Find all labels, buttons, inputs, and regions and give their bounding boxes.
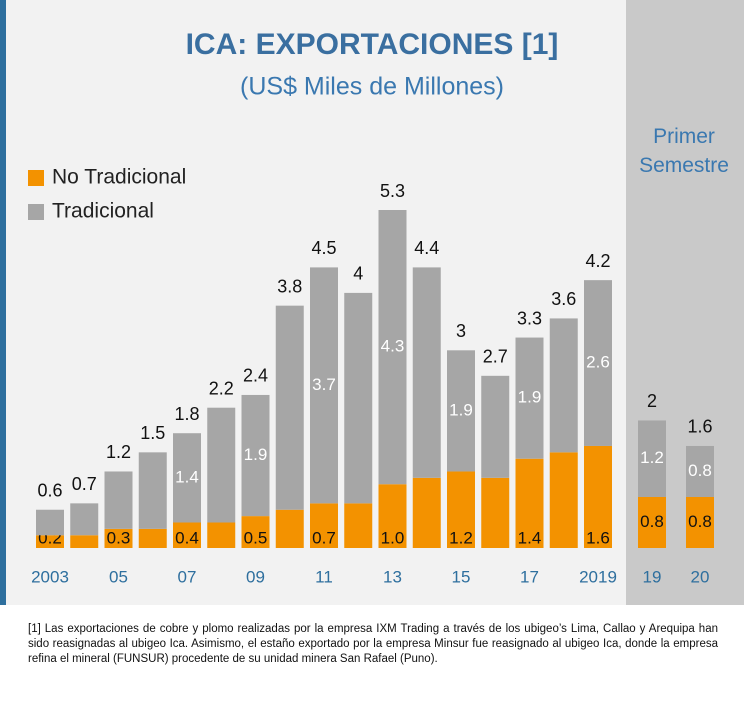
x-tick-label: 2003 [31, 567, 69, 586]
bar-segment [310, 503, 338, 548]
value-label: 1.2 [449, 528, 473, 547]
bar-segment [686, 496, 714, 548]
chart-title: ICA: EXPORTACIONES [1] [186, 28, 559, 61]
total-label: 3.8 [277, 276, 302, 296]
value-label: 0.8 [640, 512, 664, 531]
bar-segment [584, 280, 612, 446]
bar-segment [447, 471, 475, 548]
value-label: 1.2 [640, 448, 664, 467]
total-label: 1.2 [106, 442, 131, 462]
total-label: 2.2 [209, 378, 234, 398]
x-tick-label: 17 [520, 567, 539, 586]
accent-bar [0, 0, 6, 605]
bar-segment [36, 535, 64, 548]
total-label: 3.3 [517, 308, 542, 328]
value-label: 0.7 [312, 528, 336, 547]
bar-segment [310, 267, 338, 504]
total-label: 1.8 [174, 404, 199, 424]
x-tick-label: 05 [109, 567, 128, 586]
total-label: 0.6 [37, 480, 62, 500]
bar-segment [173, 522, 201, 548]
x-tick-label: 11 [315, 567, 333, 586]
total-label: 2 [647, 391, 657, 411]
total-label: 3.6 [551, 289, 576, 309]
bar-segment [549, 452, 578, 548]
value-label: 1.4 [518, 528, 542, 547]
bar-segment [515, 458, 544, 548]
bar-segment [275, 509, 304, 548]
value-label: 1.4 [175, 467, 199, 486]
legend-label: Tradicional [52, 200, 154, 223]
value-label: 0.3 [107, 528, 131, 547]
x-tick-label: 13 [383, 567, 402, 586]
value-label: 0.4 [175, 528, 199, 547]
bar-segment [378, 484, 407, 548]
x-tick-label: 20 [691, 567, 710, 586]
bar-segment [584, 445, 612, 548]
legend-label: No Tradicional [52, 166, 186, 189]
x-tick-label: 09 [246, 567, 265, 586]
x-tick-label: 2019 [579, 567, 617, 586]
total-label: 3 [456, 321, 466, 341]
bar-segment [241, 394, 270, 517]
x-tick-label: 19 [643, 567, 662, 586]
value-label: 1.9 [449, 400, 473, 419]
total-label: 5.3 [380, 181, 405, 201]
bar-segment [686, 445, 714, 497]
bar-segment [36, 509, 64, 536]
total-label: 4.4 [414, 238, 439, 258]
bar-segment [173, 433, 201, 523]
chart-subtitle: (US$ Miles de Millones) [240, 73, 504, 101]
bar-segment [344, 292, 373, 504]
total-label: 0.7 [72, 474, 97, 494]
bar-segment [104, 471, 133, 529]
bar-segment [275, 305, 304, 510]
semester-title: Primer Semestre [639, 125, 729, 177]
total-label: 1.6 [687, 417, 712, 437]
value-label: 0.8 [688, 512, 712, 531]
value-label: 2.6 [586, 353, 610, 372]
legend-swatch [28, 170, 44, 186]
bar-segment [481, 375, 510, 478]
value-label: 4.3 [381, 337, 405, 356]
bar-segment [638, 420, 666, 497]
total-label: 2.4 [243, 366, 268, 386]
bar-segment [344, 503, 373, 548]
bar-segment [638, 496, 666, 548]
bar-segment [515, 337, 544, 459]
bar-segment [104, 528, 133, 548]
bar-segment [207, 522, 236, 548]
total-label: 4 [353, 264, 363, 284]
bar-segment [70, 535, 99, 548]
bar-segment [481, 477, 510, 548]
bar-segment [70, 503, 99, 536]
bar-segment [447, 350, 475, 472]
total-label: 1.5 [140, 423, 165, 443]
bar-segment [138, 528, 167, 548]
value-label: 1.0 [381, 528, 405, 547]
total-label: 4.5 [311, 238, 336, 258]
bar-segment [138, 452, 167, 529]
value-label: 0.5 [244, 528, 268, 547]
value-label: 0.8 [688, 461, 712, 480]
value-label: 3.7 [312, 375, 336, 394]
total-label: 2.7 [483, 347, 508, 367]
legend-swatch [28, 204, 44, 220]
x-tick-label: 15 [452, 567, 471, 586]
value-label: 1.9 [518, 388, 542, 407]
total-label: 4.2 [585, 251, 610, 271]
bar-segment [549, 318, 578, 453]
bar-segment [207, 407, 236, 523]
bar-segment [412, 477, 441, 548]
x-tick-label: 07 [178, 567, 197, 586]
bar-segment [241, 516, 270, 548]
value-label: 1.9 [244, 445, 268, 464]
value-label: 1.6 [586, 528, 610, 547]
bar-segment [378, 210, 407, 485]
footnote: [1] Las exportaciones de cobre y plomo r… [28, 623, 718, 665]
bar-segment [412, 267, 441, 478]
